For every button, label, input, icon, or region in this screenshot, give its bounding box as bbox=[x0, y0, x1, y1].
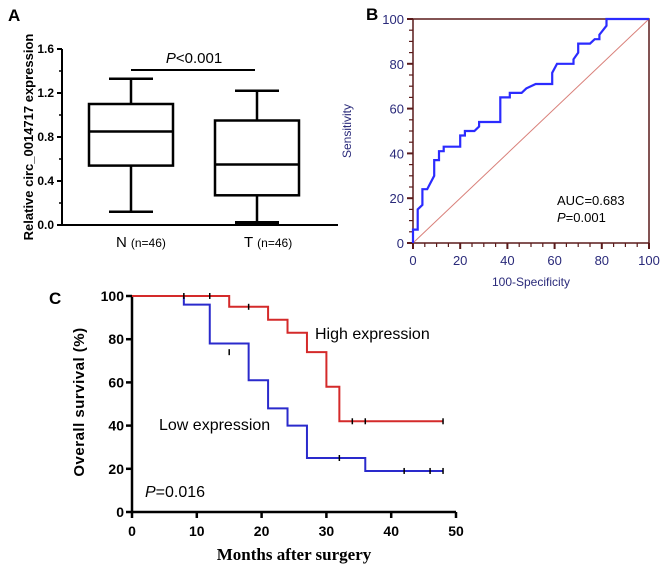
panel-b-y-tick-label: 100 bbox=[382, 12, 404, 27]
panel-b-x-tick-label: 0 bbox=[409, 253, 416, 268]
panel-b-reference-line bbox=[412, 18, 650, 244]
panel-c-y-tick-label: 40 bbox=[108, 418, 124, 434]
panel-a-box-t bbox=[213, 89, 301, 225]
panel-c-x-tick-label: 20 bbox=[254, 523, 270, 539]
panel-b-x-tick-label: 40 bbox=[500, 253, 514, 268]
panel-b-x-tick-label: 100 bbox=[638, 253, 660, 268]
panel-a-box-n bbox=[87, 77, 175, 214]
panel-b-auc: AUC=0.683 bbox=[557, 193, 625, 208]
box-iqr bbox=[213, 119, 301, 197]
p-symbol: P bbox=[166, 50, 176, 67]
panel-c-y-tick-label: 80 bbox=[108, 331, 124, 347]
panel-b-x-axis-label: 100-Specificity bbox=[492, 275, 570, 289]
panel-c-x-tick-label: 10 bbox=[189, 523, 205, 539]
panel-c-x-tick-label: 50 bbox=[448, 523, 464, 539]
panel-b-roc-curve bbox=[411, 17, 649, 243]
panel-c-y-axis-label: Overall survival (%) bbox=[71, 327, 88, 476]
panel-a-y-tick-label: 0.4 bbox=[37, 174, 54, 188]
panel-b-p-value: P=0.001 bbox=[557, 210, 606, 225]
panel-c-x-axis-label: Months after surgery bbox=[217, 545, 372, 564]
panel-b-y-tick-label: 60 bbox=[390, 102, 404, 117]
panel-label-b: B bbox=[366, 5, 378, 24]
panel-a-y-tick-label: 1.6 bbox=[37, 42, 54, 56]
panel-a-boxplot: Relative circ_0014717 expression 0.0 0.4 0… bbox=[21, 34, 338, 251]
panel-c-x-tick-label: 0 bbox=[128, 523, 136, 539]
panel-c-survival: Overall survival (%) Months after surger… bbox=[71, 288, 464, 564]
panel-c-low-expression-label: Low expression bbox=[159, 417, 270, 434]
panel-label-c: C bbox=[49, 289, 61, 308]
panel-c-y-tick-label: 100 bbox=[101, 288, 125, 304]
panel-c-high-expression-label: High expression bbox=[315, 326, 430, 343]
p-text: <0.001 bbox=[176, 50, 222, 67]
panel-a-y-tick-label: 0.0 bbox=[37, 218, 54, 232]
category-n-label: (n=46) bbox=[131, 236, 166, 250]
p-symbol: P bbox=[145, 484, 156, 501]
panel-b-y-tick-label: 0 bbox=[397, 236, 404, 251]
panel-c-low-expression-curve bbox=[132, 295, 444, 472]
panel-b-y-tick-label: 40 bbox=[390, 146, 404, 161]
category-n-label: (n=46) bbox=[257, 236, 292, 250]
category-label: T bbox=[244, 234, 253, 251]
panel-c-y-tick-label: 0 bbox=[116, 504, 124, 520]
panel-c-p-value: P=0.016 bbox=[145, 484, 205, 501]
panel-b-x-tick-label: 60 bbox=[547, 253, 561, 268]
panel-a-p-value: P<0.001 bbox=[166, 50, 222, 67]
category-label: N bbox=[116, 234, 127, 251]
p-text: =0.016 bbox=[156, 484, 205, 501]
panel-label-a: A bbox=[8, 6, 20, 25]
panel-b-x-tick-label: 20 bbox=[453, 253, 467, 268]
panel-a-y-axis-label: Relative circ_0014717 expression bbox=[21, 34, 36, 241]
panel-a-y-tick-label: 1.2 bbox=[37, 86, 54, 100]
panel-c-y-tick-label: 20 bbox=[108, 461, 124, 477]
panel-c-x-tick-label: 40 bbox=[383, 523, 399, 539]
box-iqr bbox=[87, 102, 175, 167]
panel-a-y-tick-label: 0.8 bbox=[37, 130, 54, 144]
p-symbol: P bbox=[557, 210, 566, 225]
panel-b-roc: Sensitivity 100-Specificity 00 20 20 40 40 60… bbox=[340, 12, 660, 289]
panel-a-category-n: N (n=46) bbox=[116, 234, 166, 251]
panel-b-x-tick-label: 80 bbox=[595, 253, 609, 268]
panel-c-x-tick-label: 30 bbox=[319, 523, 335, 539]
panel-b-y-axis-label: Sensitivity bbox=[340, 104, 354, 158]
panel-b-y-tick-label: 20 bbox=[390, 191, 404, 206]
p-text: =0.001 bbox=[566, 210, 606, 225]
panel-c-high-expression-curve bbox=[132, 295, 444, 423]
panel-a-category-t: T (n=46) bbox=[244, 234, 292, 251]
panel-b-y-tick-label: 80 bbox=[390, 57, 404, 72]
panel-c-y-tick-label: 60 bbox=[108, 374, 124, 390]
